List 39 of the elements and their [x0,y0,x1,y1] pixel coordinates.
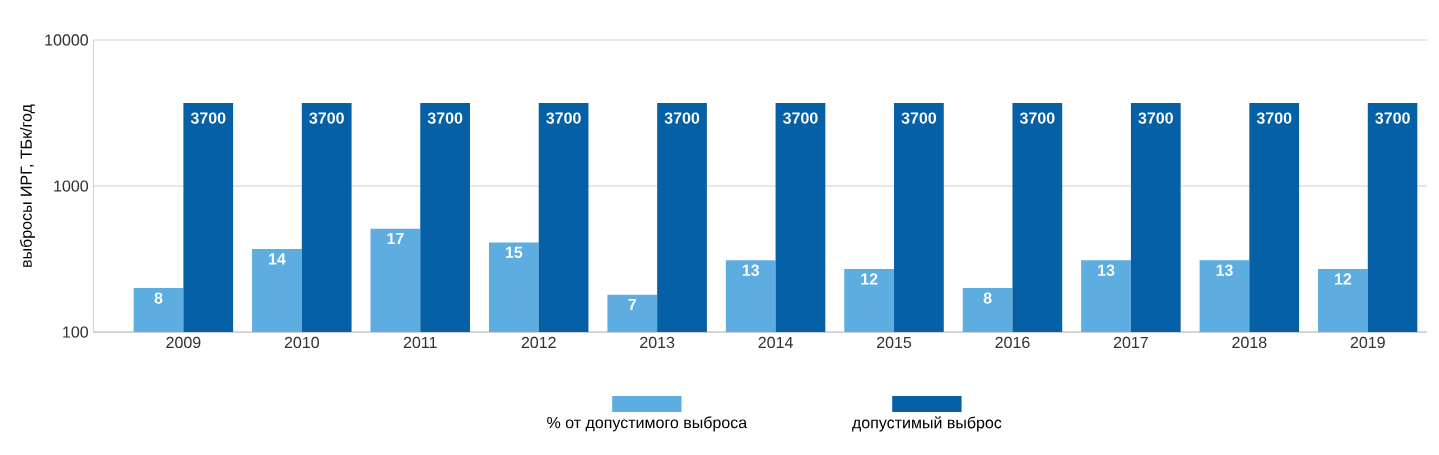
data-label: 3700 [309,112,344,124]
x-tick-label: 2011 [403,336,437,349]
annotation: 12 [861,273,878,285]
data-label: 3700 [1138,112,1173,124]
y-axis-title: выбросы ИРГ, ТБк/год [19,104,36,267]
annotation: 17 [387,233,404,245]
annotation: 7 [628,299,637,311]
x-tick-label: 2010 [284,336,319,349]
data-label: 3700 [190,112,226,124]
x-tick-label: 2017 [1113,336,1148,349]
data-label: 3700 [1019,112,1055,124]
annotation: 8 [983,292,992,304]
x-tick-label: 2013 [640,336,675,349]
y-tick-label: 10000 [45,34,89,46]
annotation: 15 [505,246,523,259]
annotation: 8 [154,292,163,304]
x-tick-label: 2018 [1232,336,1267,349]
x-tick-label: 2014 [758,336,793,349]
data-label: 3700 [1375,112,1410,124]
x-tick-label: 2009 [166,336,201,349]
legend-label: допустимый выброс [852,416,1002,432]
data-label: 3700 [427,112,463,124]
x-tick-label: 2016 [995,336,1030,349]
data-label: 3700 [664,112,700,124]
annotation: 13 [1216,264,1233,277]
data-label: 3700 [1256,112,1292,124]
annotation: 12 [1335,273,1352,285]
data-label: 3700 [901,112,937,124]
y-tick-label: 1000 [54,180,89,192]
y-tick-label: 100 [63,326,89,338]
data-label: 3700 [546,112,581,124]
legend-label: % от допустимого выброса [547,416,748,432]
annotation: 13 [1098,264,1115,277]
data-label: 3700 [783,112,818,124]
annotation: 13 [742,264,760,277]
x-tick-label: 2019 [1350,336,1385,349]
x-tick-label: 2015 [877,336,912,349]
x-tick-label: 2012 [521,336,556,349]
annotation: 14 [269,253,286,265]
